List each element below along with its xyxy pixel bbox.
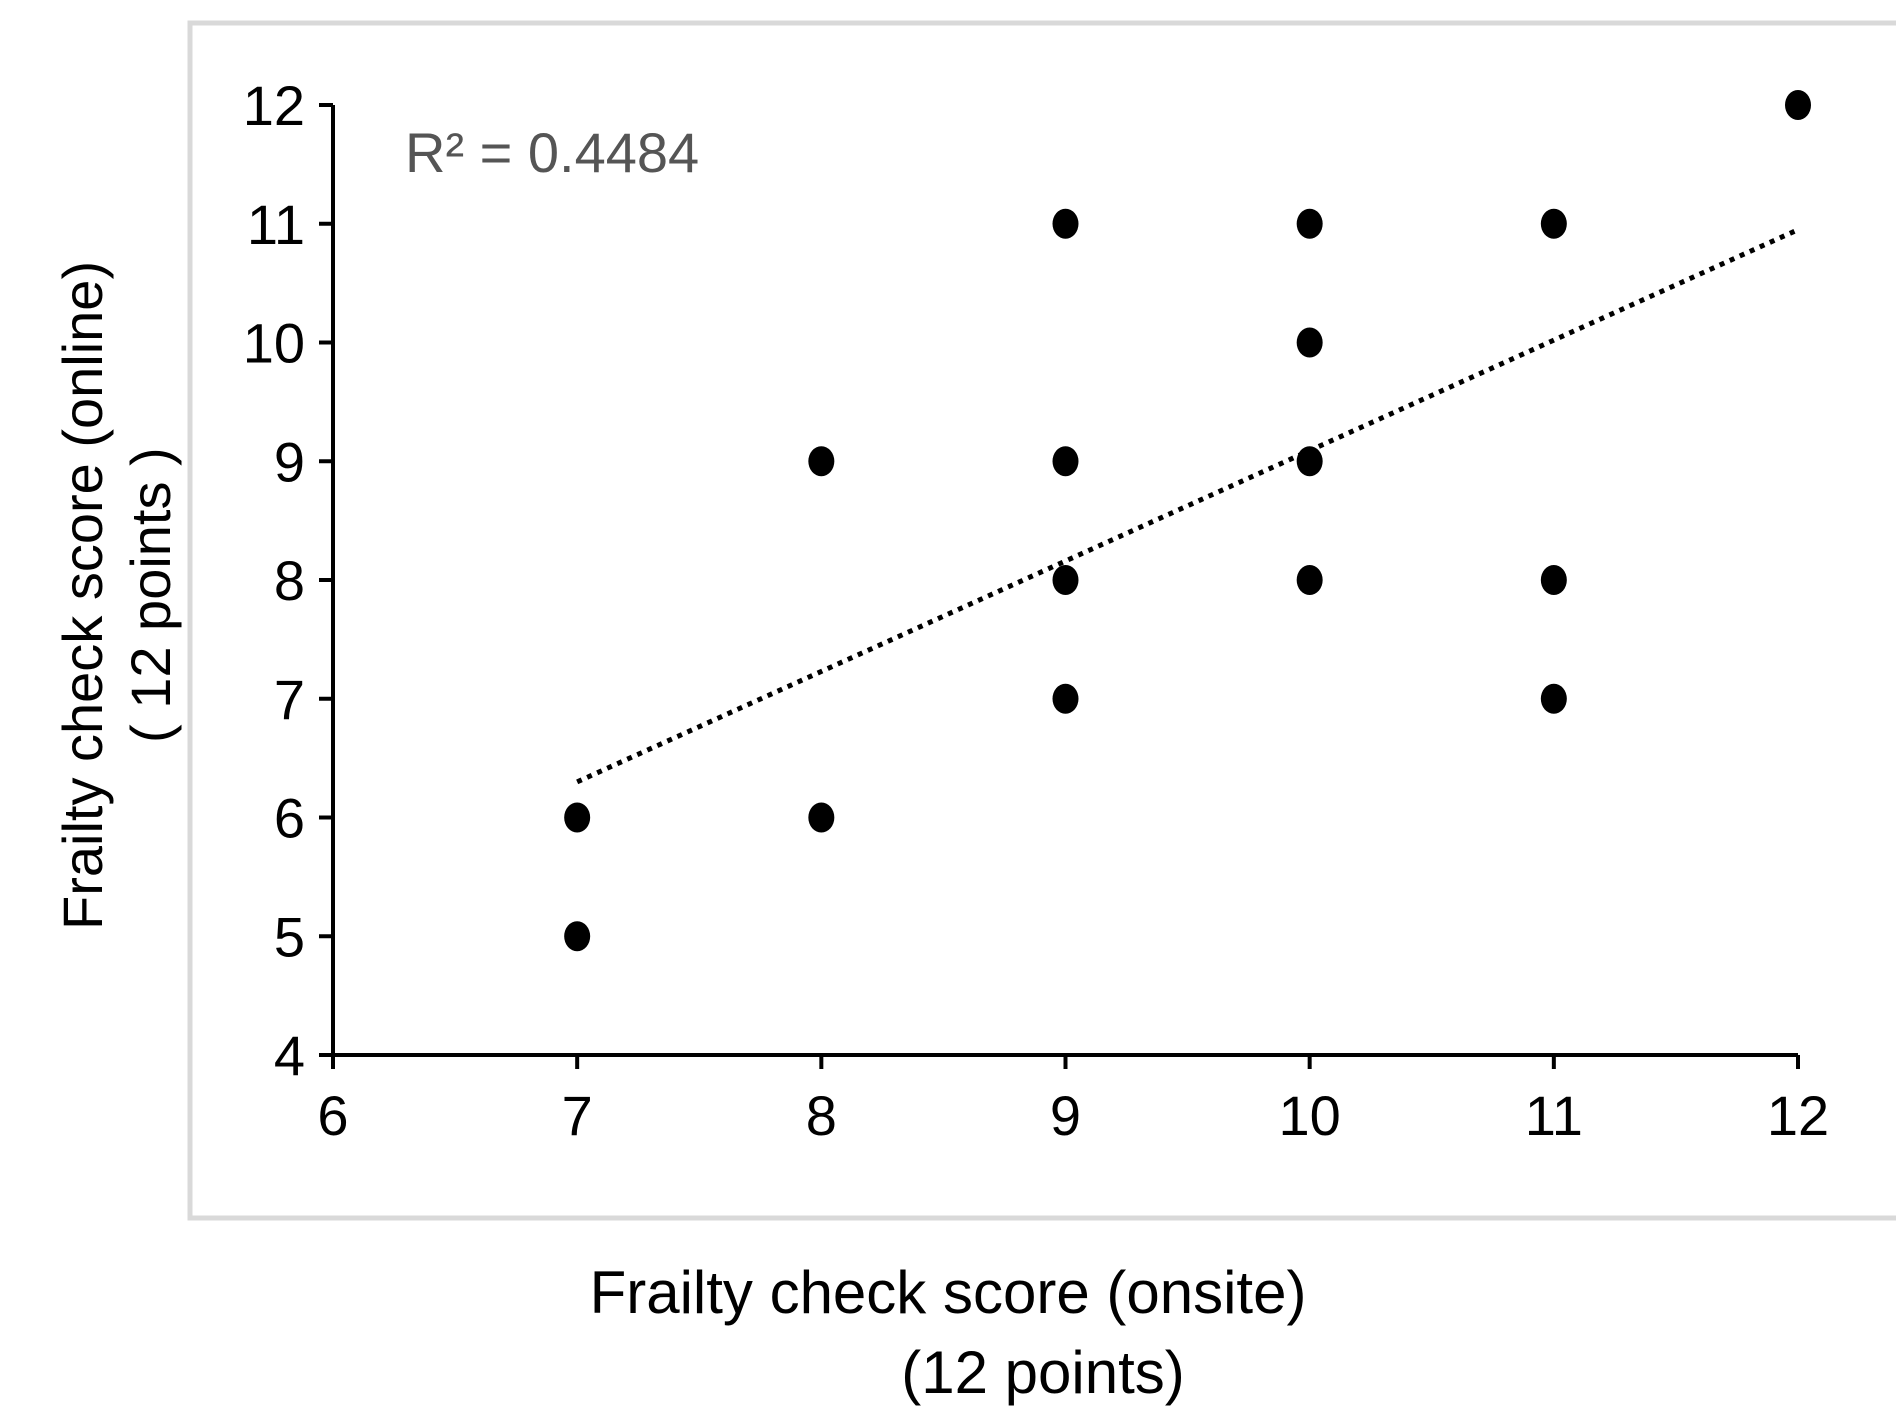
axes: 4 5 6 7 8 9 10 11 12 6 7 8 9 10 11 12 — [243, 74, 1829, 1147]
x-axis-label-line-1: Frailty check score (onsite) — [589, 1259, 1307, 1326]
data-point — [1052, 208, 1079, 239]
data-point — [1296, 565, 1323, 595]
data-point — [1052, 565, 1079, 595]
x-tick-label: 7 — [562, 1084, 593, 1147]
data-point — [808, 446, 835, 477]
data-point — [1052, 446, 1079, 477]
y-axis-label-line-2: ( 12 points ) — [119, 447, 182, 743]
y-tick-label: 10 — [243, 312, 305, 375]
data-point — [1052, 683, 1079, 714]
x-tick-label: 6 — [317, 1084, 348, 1147]
y-tick-label: 11 — [247, 193, 305, 256]
x-tick-label: 10 — [1279, 1084, 1341, 1147]
chart-frame — [187, 20, 1896, 1221]
y-tick-label: 8 — [274, 549, 305, 612]
data-point — [564, 802, 591, 833]
y-tick-label: 12 — [243, 74, 305, 137]
data-point — [1785, 90, 1811, 120]
x-tick-label: 8 — [806, 1084, 837, 1147]
data-points — [564, 90, 1811, 952]
y-tick-label: 6 — [274, 787, 305, 850]
data-point — [1540, 565, 1567, 595]
data-point — [808, 802, 835, 833]
x-axis-label-line-2: (12 points) — [901, 1339, 1185, 1406]
data-point — [1296, 446, 1323, 477]
y-tick-label: 7 — [274, 668, 305, 731]
y-tick-label: 5 — [274, 905, 305, 968]
data-point — [1540, 683, 1567, 714]
trendline — [576, 227, 1800, 785]
y-tick-label: 4 — [274, 1024, 305, 1087]
data-point — [1296, 327, 1323, 358]
data-point — [1296, 208, 1323, 239]
r-squared-annotation: R² = 0.4484 — [405, 121, 699, 184]
y-tick-label: 9 — [274, 430, 305, 493]
data-point — [1540, 208, 1567, 239]
trendline-group — [576, 227, 1800, 785]
y-axis-label-line-1: Frailty check score (online) — [51, 260, 114, 930]
x-tick-label: 11 — [1525, 1084, 1583, 1147]
data-point — [564, 921, 591, 952]
x-tick-label: 9 — [1050, 1084, 1081, 1147]
x-tick-label: 12 — [1767, 1084, 1829, 1147]
